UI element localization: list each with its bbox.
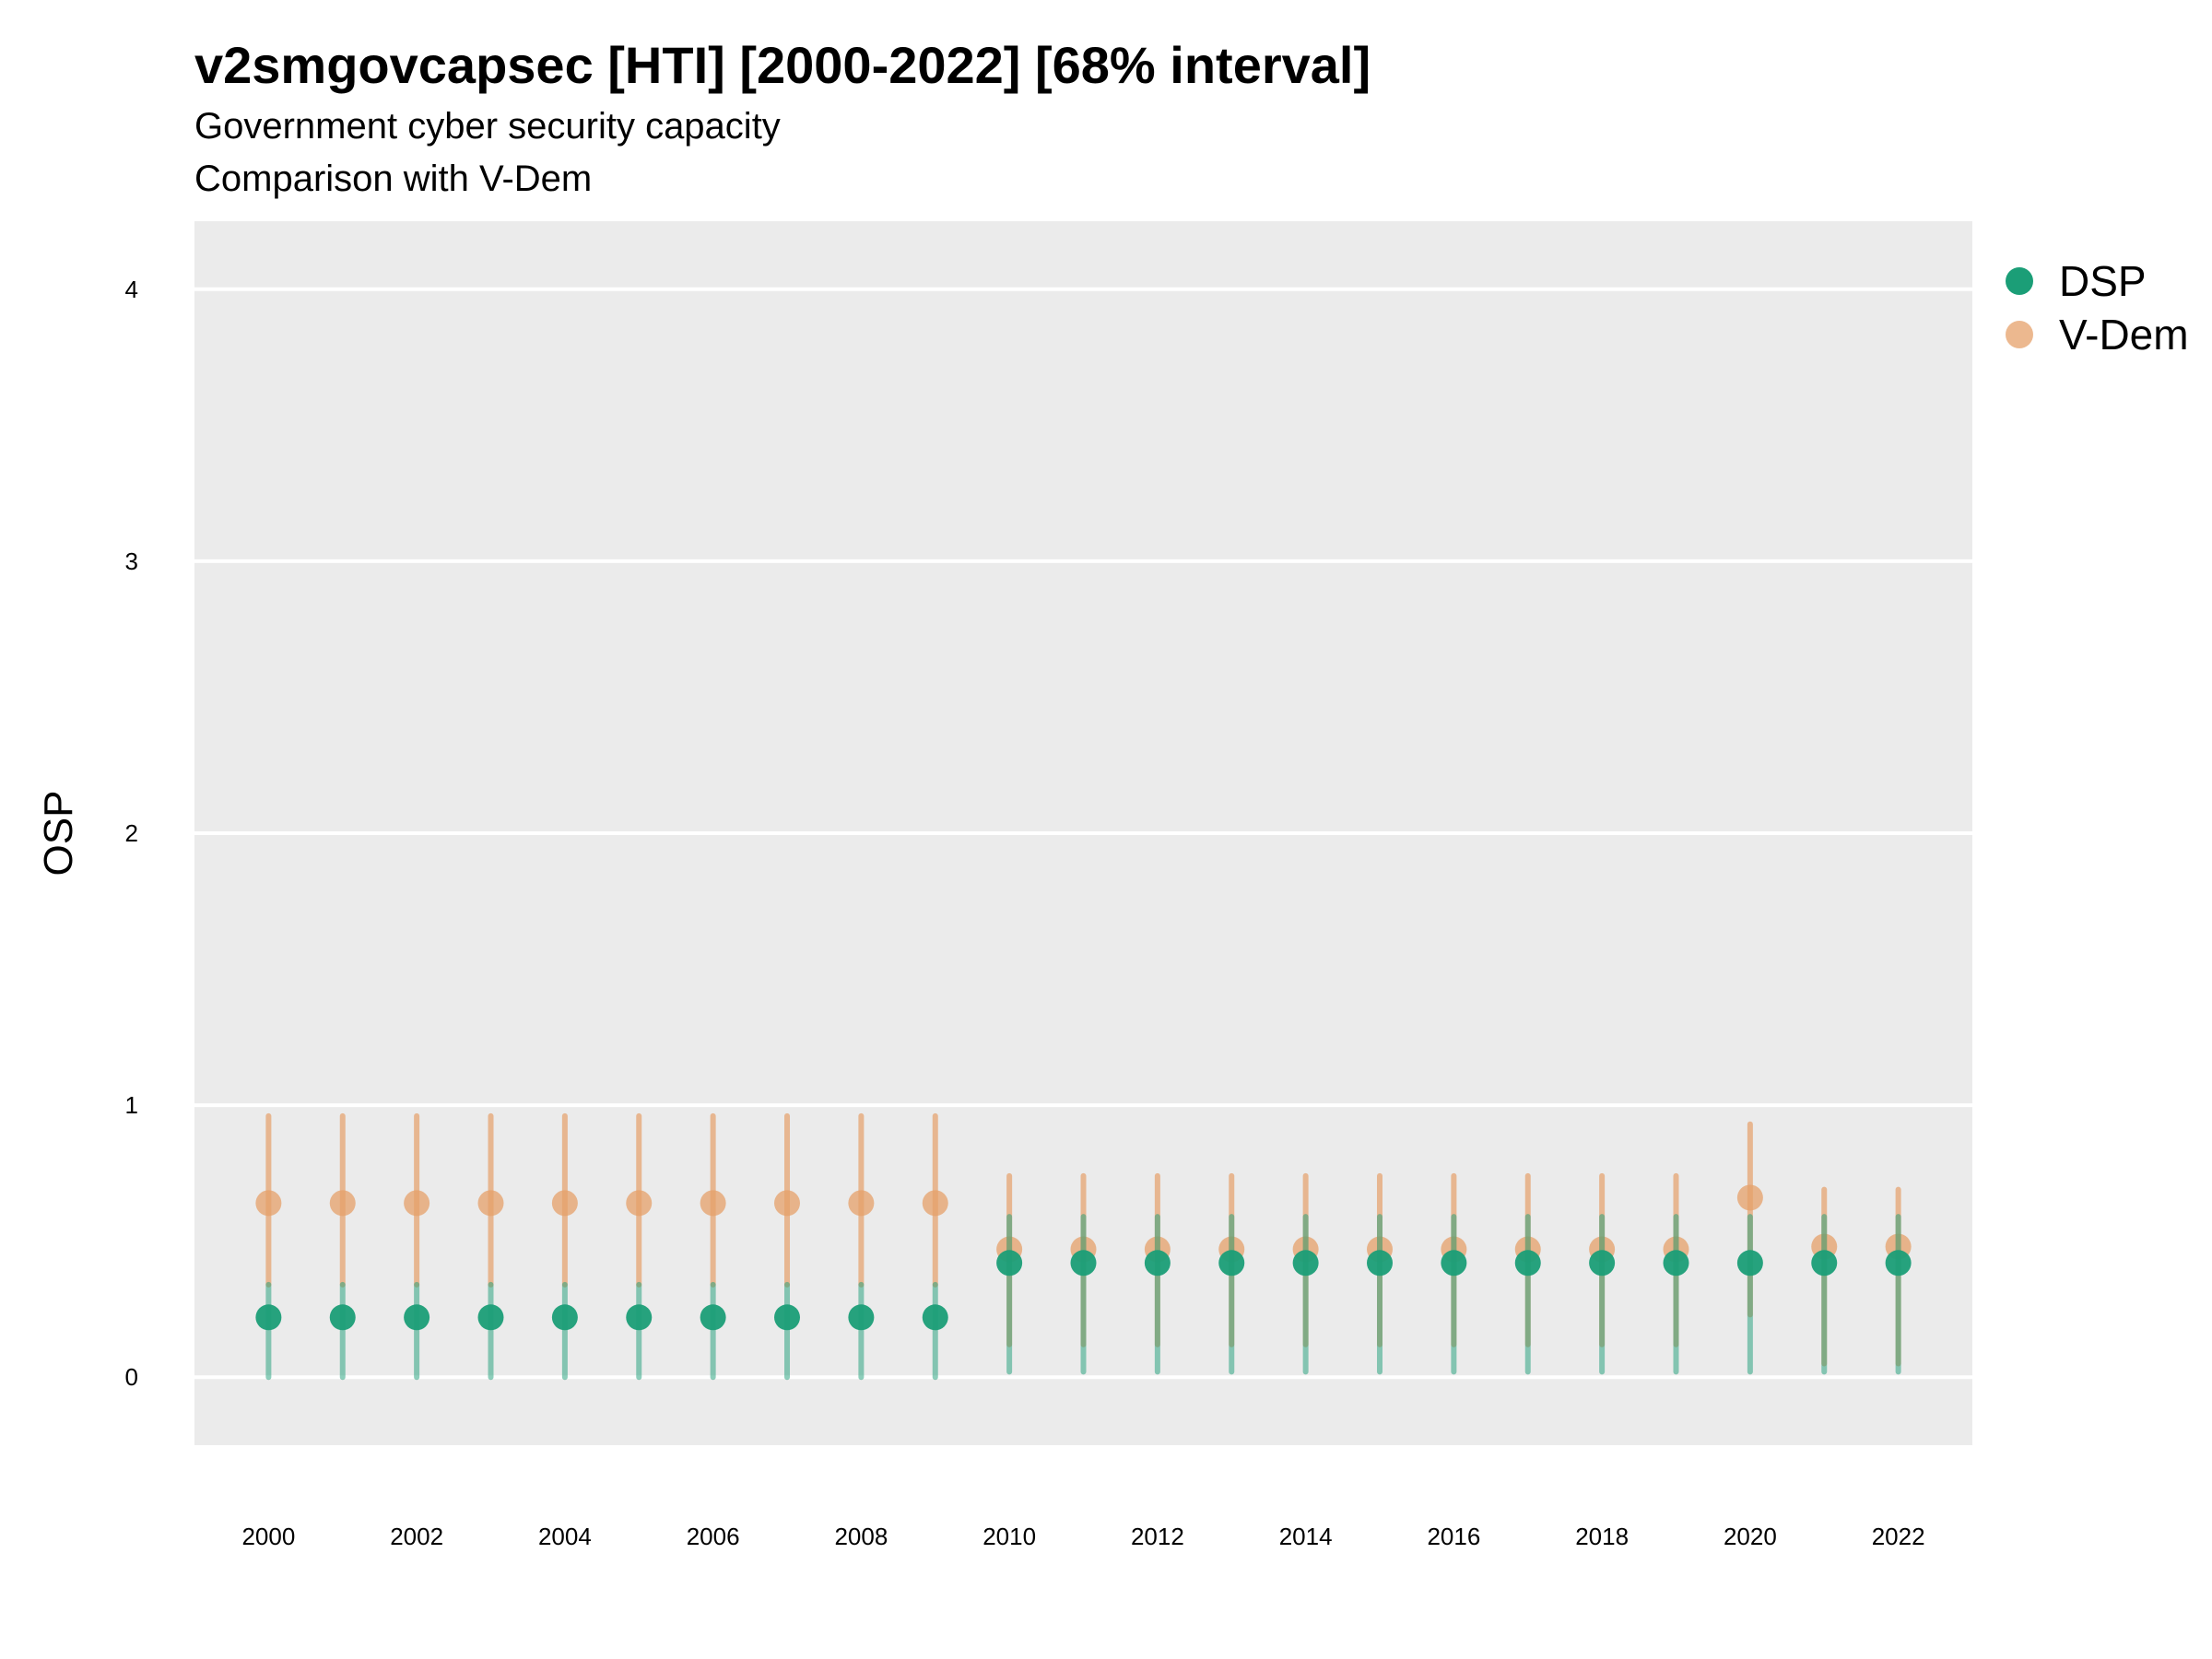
dsp-point-2012 (1144, 1250, 1171, 1277)
dsp-point-2015 (1367, 1250, 1393, 1277)
dsp-point-2021 (1811, 1250, 1838, 1277)
chart-title: v2smgovcapsec [HTI] [2000-2022] [68% int… (194, 36, 1371, 94)
y-tick-label: 1 (125, 1091, 138, 1119)
chart-subtitle: Government cyber security capacity (194, 106, 781, 147)
dsp-point-2002 (404, 1304, 430, 1331)
x-tick-label: 2002 (390, 1523, 443, 1550)
vdem-point-2002 (404, 1190, 430, 1217)
dsp-series (255, 1214, 1912, 1381)
legend-label-dsp: DSP (2059, 257, 2147, 305)
vdem-point-2005 (626, 1190, 653, 1217)
dsp-point-2006 (700, 1304, 726, 1331)
dsp-point-2001 (329, 1304, 356, 1331)
dsp-point-2003 (477, 1304, 504, 1331)
dsp-point-2011 (1070, 1250, 1097, 1277)
x-tick-label: 2010 (982, 1523, 1036, 1550)
vdem-point-2000 (255, 1190, 282, 1217)
y-tick-label: 0 (125, 1363, 138, 1391)
dsp-point-2017 (1514, 1250, 1541, 1277)
legend-key-vdem (2006, 321, 2033, 348)
x-tick-label: 2008 (834, 1523, 888, 1550)
vdem-point-2020 (1736, 1184, 1763, 1211)
x-tick-label: 2018 (1575, 1523, 1629, 1550)
dsp-point-2016 (1441, 1250, 1467, 1277)
legend-label-vdem: V-Dem (2059, 311, 2189, 359)
dsp-point-2000 (255, 1304, 282, 1331)
vdem-point-2008 (848, 1190, 875, 1217)
legend-item-dsp: DSP (2000, 254, 2189, 308)
chart-subtitle-comparison: Comparison with V-Dem (194, 159, 593, 199)
dsp-point-2013 (1218, 1250, 1245, 1277)
dsp-point-2020 (1736, 1250, 1763, 1277)
legend: DSP V-Dem (2000, 254, 2189, 361)
legend-key-dsp (2006, 267, 2033, 295)
x-tick-label: 2000 (241, 1523, 295, 1550)
x-tick-label: 2022 (1872, 1523, 1925, 1550)
y-axis-label: OSP (36, 791, 81, 877)
legend-item-vdem: V-Dem (2000, 308, 2189, 361)
x-tick-label: 2012 (1131, 1523, 1184, 1550)
dsp-point-2010 (996, 1250, 1023, 1277)
dsp-point-2018 (1589, 1250, 1616, 1277)
dsp-point-2014 (1292, 1250, 1319, 1277)
dsp-point-2005 (626, 1304, 653, 1331)
vdem-point-2004 (551, 1190, 578, 1217)
vdem-point-2006 (700, 1190, 726, 1217)
y-tick-label: 3 (125, 547, 138, 575)
y-axis-ticks: 0 1 2 3 4 (125, 276, 138, 1391)
x-tick-label: 2006 (687, 1523, 740, 1550)
y-tick-label: 2 (125, 819, 138, 847)
gridlines (194, 287, 1972, 1380)
dsp-point-2022 (1885, 1250, 1912, 1277)
vdem-point-2009 (922, 1190, 948, 1217)
x-tick-label: 2004 (538, 1523, 592, 1550)
vdem-point-2003 (477, 1190, 504, 1217)
dsp-point-2009 (922, 1304, 948, 1331)
vdem-point-2007 (774, 1190, 800, 1217)
x-tick-label: 2016 (1427, 1523, 1480, 1550)
y-tick-label: 4 (125, 276, 138, 303)
dsp-point-2019 (1663, 1250, 1689, 1277)
dsp-point-2007 (774, 1304, 800, 1331)
vdem-point-2001 (329, 1190, 356, 1217)
x-axis-ticks: 2000 2002 2004 2006 2008 2010 2012 2014 2016 2018… (241, 1523, 1924, 1550)
x-tick-label: 2014 (1279, 1523, 1333, 1550)
dsp-point-2008 (848, 1304, 875, 1331)
dsp-point-2004 (551, 1304, 578, 1331)
x-tick-label: 2020 (1724, 1523, 1777, 1550)
